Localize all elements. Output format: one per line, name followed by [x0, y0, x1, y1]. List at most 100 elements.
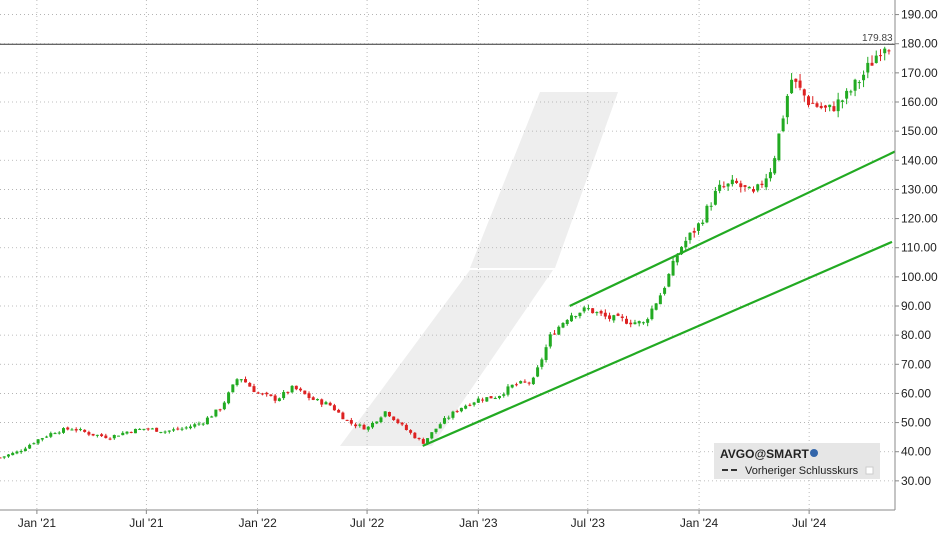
candle-body — [36, 439, 40, 444]
candle-body — [163, 431, 167, 433]
candle-body — [286, 391, 290, 393]
candle-body — [658, 295, 662, 305]
candle-body — [883, 48, 887, 54]
candle-body — [565, 320, 569, 325]
candle-body — [468, 404, 472, 406]
candle-body — [23, 448, 27, 452]
grid — [0, 0, 895, 510]
candle-body — [404, 424, 408, 431]
candle-body — [544, 347, 548, 360]
candle-body — [413, 432, 417, 439]
y-tick-label: 170.00 — [901, 66, 938, 80]
candle-body — [252, 386, 256, 393]
candle-body — [887, 50, 891, 52]
y-tick-label: 60.00 — [901, 386, 931, 400]
candle-body — [663, 287, 667, 294]
candle-body — [104, 435, 108, 439]
candle-body — [591, 308, 595, 314]
candle-body — [646, 319, 650, 323]
y-tick-label: 120.00 — [901, 212, 938, 226]
candle-body — [629, 322, 633, 325]
candle-body — [870, 62, 874, 66]
candle-body — [57, 432, 61, 434]
candle-body — [303, 390, 307, 395]
candle-body — [713, 190, 717, 205]
candle-body — [28, 444, 32, 449]
candle-body — [354, 424, 358, 427]
candle-body — [375, 421, 379, 424]
candle-body — [781, 118, 785, 132]
candle-body — [15, 451, 19, 454]
candle-body — [201, 423, 205, 425]
candle-body — [222, 402, 226, 410]
candle-body — [282, 392, 286, 399]
candle-body — [823, 105, 827, 108]
candle-body — [603, 312, 607, 317]
candle-body — [332, 405, 336, 411]
candle-body — [718, 184, 722, 191]
candle-body — [112, 435, 116, 439]
candle-body — [227, 392, 231, 404]
candle-body — [688, 232, 692, 241]
candle-body — [561, 323, 565, 328]
y-tick-label: 80.00 — [901, 328, 931, 342]
y-tick-label: 50.00 — [901, 416, 931, 430]
candle-body — [819, 105, 823, 108]
candle-body — [32, 443, 36, 445]
candle-body — [379, 417, 383, 422]
candle-body — [866, 62, 870, 73]
y-tick-label: 190.00 — [901, 8, 938, 22]
candle-body — [121, 432, 125, 436]
candle-body — [472, 402, 476, 405]
candle-body — [108, 438, 112, 440]
candle-body — [739, 183, 743, 188]
candle-body — [6, 454, 10, 457]
candle-body — [625, 318, 628, 324]
candle-body — [205, 417, 209, 425]
candle-body — [87, 432, 91, 435]
candle-body — [83, 429, 87, 432]
candle-body — [260, 393, 264, 395]
candle-body — [400, 422, 404, 425]
candle-body — [392, 416, 396, 420]
candle-body — [523, 381, 527, 383]
candle-body — [188, 426, 192, 429]
y-tick-label: 110.00 — [901, 241, 937, 255]
candle-body — [235, 379, 239, 386]
candle-body — [777, 133, 781, 160]
candle-body — [239, 379, 243, 381]
candle-body — [578, 312, 582, 317]
watermark-logo — [340, 92, 618, 446]
candle-body — [218, 409, 222, 411]
candle-body — [172, 429, 176, 431]
candle-body — [421, 439, 425, 444]
trendlines — [422, 150, 896, 447]
candle-body — [514, 384, 518, 386]
candle-body — [430, 432, 434, 439]
x-tick-label: Jan '23 — [459, 516, 498, 530]
candle-body — [176, 428, 180, 430]
candle-body — [117, 435, 121, 437]
candle-body — [675, 255, 679, 263]
y-tick-label: 100.00 — [901, 270, 938, 284]
candle-body — [19, 450, 23, 453]
candle-body — [485, 397, 489, 402]
candle-body — [91, 433, 95, 436]
candle-body — [434, 428, 438, 433]
candle-body — [696, 223, 700, 231]
candle-body — [315, 399, 319, 401]
candle-body — [633, 322, 637, 325]
candle-body — [311, 397, 315, 400]
candle-body — [735, 180, 739, 183]
candle-body — [371, 422, 375, 428]
candle-body — [878, 55, 882, 57]
candle-body — [667, 274, 671, 287]
candle-body — [620, 316, 624, 318]
candle-body — [616, 313, 620, 316]
candle-body — [417, 437, 421, 439]
candle-body — [184, 427, 188, 429]
candle-body — [256, 392, 260, 394]
x-tick-label: Jan '24 — [680, 516, 719, 530]
candle-body — [862, 74, 866, 81]
